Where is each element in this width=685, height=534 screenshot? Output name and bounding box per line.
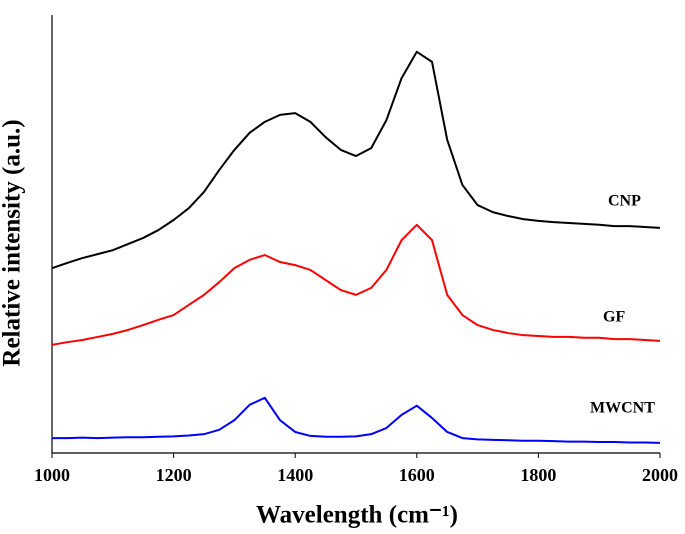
series-label: CNP — [608, 193, 641, 210]
y-axis-title: Relative intensity (a.u.) — [0, 119, 26, 366]
x-tick-label: 1400 — [277, 465, 313, 485]
x-tick-label: 1000 — [34, 465, 70, 485]
x-axis-title: Wavelength (cm⁻¹) — [256, 502, 458, 529]
line-series — [51, 223, 661, 346]
x-tick-label: 2000 — [642, 465, 678, 485]
x-tick-label: 1800 — [520, 465, 556, 485]
series-label: GF — [603, 309, 625, 326]
line-series — [52, 396, 661, 444]
x-tick-label: 1200 — [156, 465, 192, 485]
series-label: MWCNT — [590, 400, 655, 417]
x-tick-label: 1600 — [399, 465, 435, 485]
line-series — [51, 50, 661, 270]
